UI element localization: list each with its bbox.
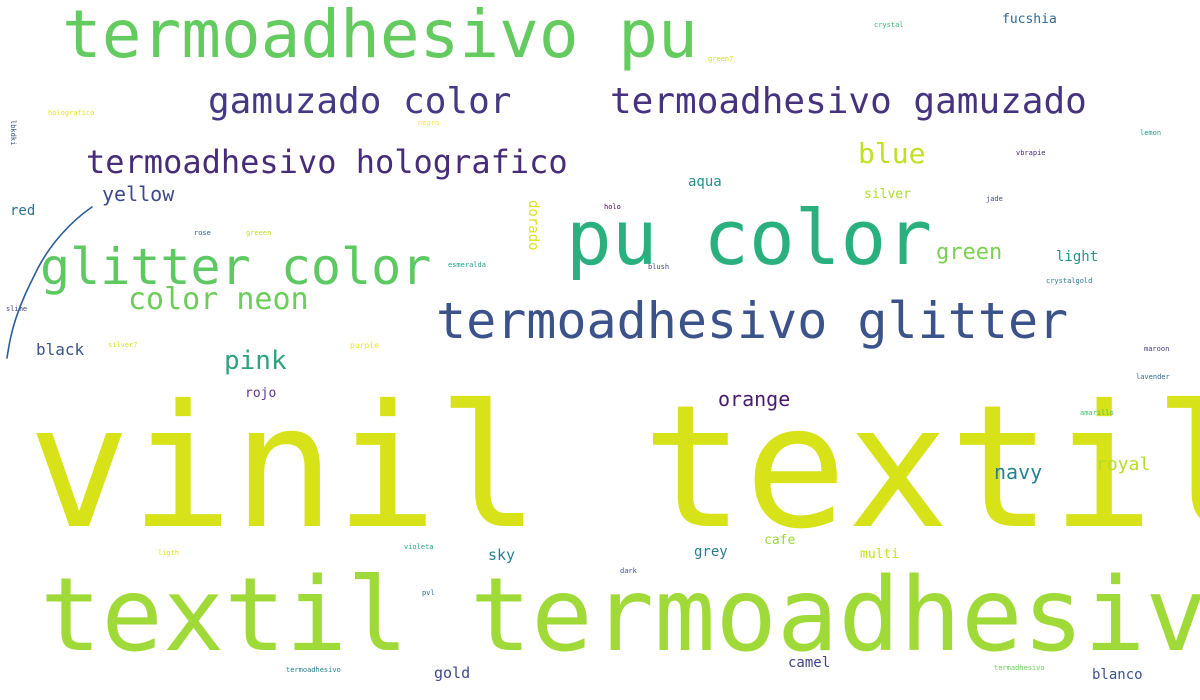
word-silver: silver bbox=[864, 187, 911, 202]
word-holografico: holografico bbox=[48, 109, 95, 117]
word-pink: pink bbox=[224, 346, 287, 376]
word-orange: orange bbox=[718, 387, 791, 411]
word-termoadhesivo-pu: termoadhesivo pu bbox=[62, 0, 698, 73]
word-grey: grey bbox=[694, 544, 728, 560]
word-black: black bbox=[36, 340, 85, 359]
word-glitter-color: glitter color bbox=[40, 238, 432, 296]
word-blanco: blanco bbox=[1092, 667, 1143, 683]
word-red: red bbox=[10, 203, 36, 219]
word-color-neon: color neon bbox=[128, 282, 309, 317]
word-cafe: cafe bbox=[764, 533, 796, 548]
word-crystalgold: crystalgold bbox=[1046, 277, 1093, 285]
word-vinil-textil: vinil textil bbox=[28, 369, 1200, 567]
word-purple: purple bbox=[350, 341, 379, 350]
word-blush: blush bbox=[648, 263, 670, 271]
word-dorado: dorado bbox=[525, 200, 541, 251]
word-dark: dark bbox=[620, 567, 637, 575]
word-silver7: silver7 bbox=[108, 341, 138, 349]
word-holo: holo bbox=[604, 203, 621, 211]
word-yellow: yellow bbox=[102, 182, 175, 206]
word-textil-termoadhesivo: textil termoadhesivo bbox=[40, 556, 1200, 675]
word-greeen: greeen bbox=[246, 229, 272, 237]
word-blue: blue bbox=[858, 137, 926, 170]
word-esmeralda: esmeralda bbox=[448, 261, 486, 269]
word-ligth: ligth bbox=[158, 549, 180, 557]
word-rojo: rojo bbox=[245, 386, 277, 401]
word-negro: negro bbox=[418, 119, 440, 127]
word-sky: sky bbox=[488, 546, 516, 564]
word-lemon: lemon bbox=[1140, 129, 1162, 137]
word-jade: jade bbox=[986, 195, 1003, 203]
word-termoadhesivo: termoadhesivo bbox=[286, 666, 341, 674]
word-gold: gold bbox=[434, 664, 471, 682]
word-pvl: pvl bbox=[422, 589, 435, 597]
word-slime: slime bbox=[6, 305, 28, 313]
word-camel: camel bbox=[788, 655, 831, 671]
word-termoadhesivo-holografico: termoadhesivo holografico bbox=[86, 143, 568, 181]
word-termoadhesivo-glitter: termoadhesivo glitter bbox=[436, 292, 1069, 350]
word-aqua: aqua bbox=[688, 174, 722, 190]
word-amarillo: amarillo bbox=[1080, 409, 1114, 417]
word-crystal: crystal bbox=[874, 21, 904, 29]
word-fucshia: fucshia bbox=[1002, 12, 1057, 27]
word-green: green bbox=[936, 240, 1003, 265]
word-pu-color: pu color bbox=[566, 193, 933, 282]
word-multi: multi bbox=[860, 547, 900, 562]
word-light: light bbox=[1056, 249, 1099, 265]
word-violeta: violeta bbox=[404, 543, 434, 551]
word-termadhesivo: termadhesivo bbox=[994, 664, 1045, 672]
word-maroon: maroon bbox=[1144, 345, 1170, 353]
word-gamuzado-color: gamuzado color bbox=[208, 81, 512, 122]
word-green7: green7 bbox=[708, 55, 734, 63]
word-termoadhesivo-gamuzado: termoadhesivo gamuzado bbox=[610, 81, 1087, 122]
word-navy: navy bbox=[994, 460, 1043, 484]
word-rose: rose bbox=[194, 229, 211, 237]
word-lavender: lavender bbox=[1136, 373, 1170, 381]
word-lbkdki: lbkdki bbox=[9, 120, 17, 146]
word-vbrapie: vbrapie bbox=[1016, 149, 1046, 157]
word-royal: royal bbox=[1096, 454, 1151, 475]
